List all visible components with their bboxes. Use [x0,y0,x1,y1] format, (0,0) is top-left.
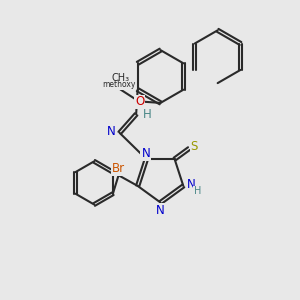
Text: N: N [188,178,196,191]
Text: CH₃: CH₃ [111,73,129,83]
Text: S: S [191,140,198,153]
Text: methoxy: methoxy [102,80,136,89]
Text: Br: Br [112,162,125,175]
Text: N: N [107,125,116,138]
Text: N: N [141,147,150,160]
Text: N: N [156,203,165,217]
Text: H: H [194,186,201,196]
Text: H: H [143,108,152,121]
Text: O: O [135,95,144,109]
